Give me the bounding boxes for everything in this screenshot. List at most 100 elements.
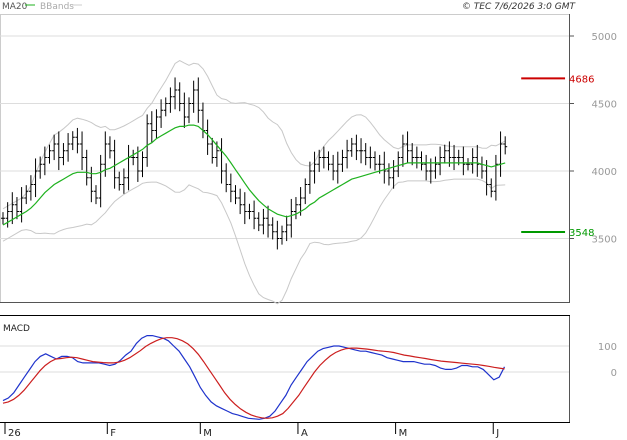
bollinger-bands [2, 60, 506, 305]
price-bar [191, 80, 196, 113]
signal-path [2, 337, 505, 419]
price-bar [503, 136, 508, 155]
price-bar [475, 144, 480, 177]
price-bar [131, 149, 136, 166]
macd-lines [2, 335, 506, 420]
price-bar [140, 151, 145, 178]
x-tick-label-J: J [495, 428, 499, 439]
price-bar [493, 154, 498, 201]
price-bar [391, 160, 396, 189]
x-tick-label-26: 26 [8, 428, 21, 439]
price-bar [33, 158, 38, 198]
price-bar [270, 217, 275, 240]
price-bar [149, 111, 154, 144]
price-y-tick-label: 5000 [592, 32, 617, 43]
price-bar [326, 151, 331, 171]
price-bar [289, 198, 294, 238]
price-bar [410, 143, 415, 166]
price-y-tick-label: 4500 [592, 100, 617, 111]
price-bar [159, 99, 164, 128]
price-y-tick-label: 3500 [592, 235, 617, 246]
source-timestamp: © TEC 7/6/2026 3:0 GMT [462, 2, 577, 12]
price-bar [317, 149, 322, 172]
price-bar [275, 220, 280, 250]
price-bar [163, 97, 168, 117]
price-bar [340, 149, 345, 172]
price-bar [256, 212, 261, 232]
macd-gridlines [0, 345, 569, 373]
price-bar [61, 143, 66, 166]
price-bar [66, 133, 71, 162]
price-bar [80, 131, 85, 171]
resistance-label: 4686 [569, 74, 594, 85]
price-bar [24, 185, 29, 205]
macd-panel [0, 316, 570, 423]
price-bar [252, 200, 257, 230]
legend-bbands: BBands [40, 2, 74, 12]
x-tick-label-M: M [399, 428, 408, 439]
price-bar [168, 87, 173, 113]
price-bar [280, 225, 284, 245]
price-bar [5, 202, 10, 228]
price-bar [28, 175, 33, 201]
price-bar [414, 146, 419, 169]
price-bar [187, 97, 191, 124]
price-bar [438, 146, 443, 176]
price-bar [293, 197, 298, 220]
price-bar [433, 156, 438, 179]
support-label: 3548 [569, 228, 594, 239]
macd-y-tick-label: 0 [611, 368, 617, 379]
price-bar [19, 187, 24, 223]
price-bar [117, 171, 122, 191]
price-bar [442, 144, 447, 164]
price-bar [312, 151, 317, 184]
price-bar [386, 163, 391, 186]
x-ticks: 26 F M A M J [4, 422, 499, 439]
price-bar [145, 114, 150, 167]
price-panel [0, 14, 570, 303]
ma20-line [2, 124, 506, 226]
price-bar [405, 131, 410, 164]
price-bar [419, 151, 424, 171]
bb-lower-line [2, 178, 506, 305]
price-bar [307, 161, 312, 194]
price-bar [368, 146, 373, 169]
price-bar [228, 173, 233, 203]
price-bar [489, 178, 494, 198]
macd-y-ticks: 0 100 [598, 342, 617, 379]
legend-ma20: MA20 [2, 2, 28, 12]
price-bar [182, 92, 187, 128]
price-bar [38, 156, 43, 179]
price-bar [89, 166, 94, 203]
price-bar [70, 131, 75, 151]
macd-y-tick-label: 100 [598, 342, 617, 353]
price-bar [396, 151, 401, 178]
macd-title: MACD [3, 324, 30, 334]
price-bar [98, 154, 103, 208]
price-bar [331, 154, 336, 181]
price-bar [154, 109, 159, 139]
price-bar [177, 82, 182, 112]
price-gridlines [0, 35, 569, 239]
price-bar [349, 137, 354, 157]
price-bar [107, 136, 112, 159]
price-bar [284, 215, 289, 242]
x-tick-label-M: M [203, 428, 212, 439]
price-bar [359, 138, 364, 164]
macd-path [2, 335, 506, 420]
price-bar [345, 139, 350, 169]
price-bar [363, 143, 368, 166]
price-bar [321, 146, 326, 169]
price-bar [121, 168, 126, 194]
price-bar [247, 203, 252, 220]
bb-upper-line [2, 60, 506, 210]
price-bar [56, 131, 61, 171]
price-bar [75, 127, 80, 154]
price-bar [173, 77, 178, 110]
price-bar [354, 134, 359, 161]
price-bar [1, 212, 5, 225]
price-bar [373, 151, 377, 171]
price-bar [196, 77, 201, 123]
price-bar [52, 134, 57, 161]
